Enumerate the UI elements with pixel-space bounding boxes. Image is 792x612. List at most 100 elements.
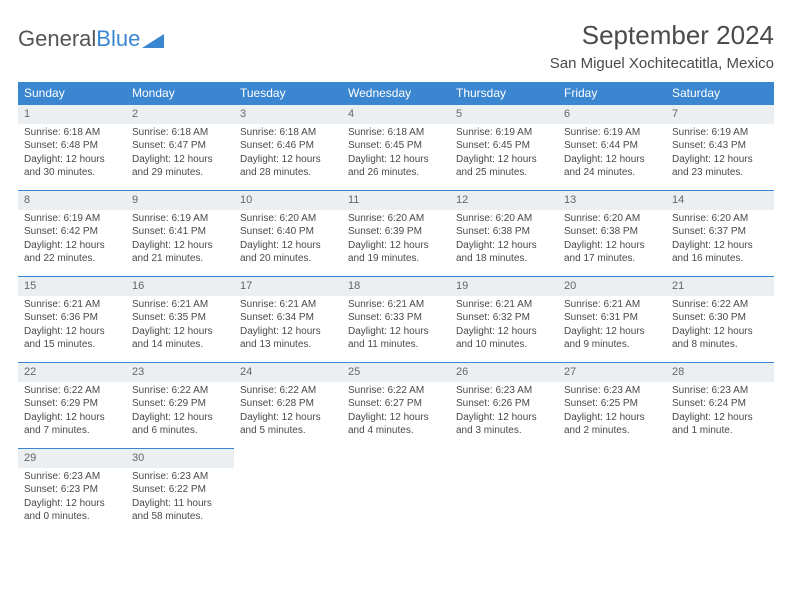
- sunset-text: Sunset: 6:30 PM: [672, 311, 768, 325]
- day-number: 14: [666, 191, 774, 210]
- sunrise-text: Sunrise: 6:21 AM: [132, 298, 228, 312]
- day-cell-body: Sunrise: 6:18 AMSunset: 6:45 PMDaylight:…: [342, 124, 450, 184]
- day-cell-body: Sunrise: 6:21 AMSunset: 6:35 PMDaylight:…: [126, 296, 234, 356]
- daylight-text: Daylight: 12 hours and 4 minutes.: [348, 411, 444, 438]
- daylight-text: Daylight: 12 hours and 24 minutes.: [564, 153, 660, 180]
- sunset-text: Sunset: 6:43 PM: [672, 139, 768, 153]
- calendar-day-cell: 24Sunrise: 6:22 AMSunset: 6:28 PMDayligh…: [234, 362, 342, 448]
- sunset-text: Sunset: 6:45 PM: [456, 139, 552, 153]
- sunrise-text: Sunrise: 6:20 AM: [240, 212, 336, 226]
- day-number-row: 21: [666, 276, 774, 296]
- calendar-day-cell: 1Sunrise: 6:18 AMSunset: 6:48 PMDaylight…: [18, 104, 126, 190]
- daylight-text: Daylight: 12 hours and 2 minutes.: [564, 411, 660, 438]
- day-number: 27: [558, 363, 666, 382]
- sunset-text: Sunset: 6:31 PM: [564, 311, 660, 325]
- day-number: 10: [234, 191, 342, 210]
- day-number-row: 15: [18, 276, 126, 296]
- calendar-day-cell: 21 Sunrise: 6:22 AMSunset: 6:30 PMDayligh…: [666, 276, 774, 362]
- sunrise-text: Sunrise: 6:18 AM: [132, 126, 228, 140]
- calendar-day-cell: 25Sunrise: 6:22 AMSunset: 6:27 PMDayligh…: [342, 362, 450, 448]
- day-number: 17: [234, 277, 342, 296]
- calendar-day-cell: 9Sunrise: 6:19 AMSunset: 6:41 PMDaylight…: [126, 190, 234, 276]
- day-number: 7: [666, 105, 774, 124]
- calendar-week-row: 22 Sunrise: 6:22 AM Sunset: 6:29 PM Dayligh…: [18, 362, 774, 448]
- weekday-header: Thursday: [450, 82, 558, 104]
- day-number: 15: [18, 277, 126, 296]
- sunset-text: Sunset: 6:23 PM: [24, 483, 120, 497]
- sunrise-text: Sunrise: 6:23 AM: [672, 384, 768, 398]
- day-number-row: 19: [450, 276, 558, 296]
- sunrise-text: Sunrise: 6:20 AM: [564, 212, 660, 226]
- sunrise-text: Sunrise: 6:22 AM: [672, 298, 768, 312]
- sunrise-text: Sunrise: 6:18 AM: [240, 126, 336, 140]
- sunrise-text: Sunrise: 6:22 AM: [240, 384, 336, 398]
- sunrise-text: Sunrise: 6:19 AM: [456, 126, 552, 140]
- calendar-week-row: 15Sunrise: 6:21 AMSunset: 6:36 PMDayligh…: [18, 276, 774, 362]
- day-cell-body: Sunrise: 6:23 AMSunset: 6:24 PMDaylight:…: [666, 382, 774, 442]
- sunrise-text: Sunrise: 6:19 AM: [672, 126, 768, 140]
- sunrise-text: Sunrise: 6:20 AM: [672, 212, 768, 226]
- day-cell-body: Sunrise: 6:19 AMSunset: 6:41 PMDaylight:…: [126, 210, 234, 270]
- day-cell-body: Sunrise: 6:23 AMSunset: 6:23 PMDaylight:…: [18, 468, 126, 528]
- weekday-header: Monday: [126, 82, 234, 104]
- day-number: 24: [234, 363, 342, 382]
- daylight-text: Daylight: 12 hours and 16 minutes.: [672, 239, 768, 266]
- sunrise-text: Sunrise: 6:21 AM: [240, 298, 336, 312]
- calendar-day-cell: 11Sunrise: 6:20 AMSunset: 6:39 PMDayligh…: [342, 190, 450, 276]
- sunset-text: Sunset: 6:39 PM: [348, 225, 444, 239]
- sunset-text: Sunset: 6:38 PM: [564, 225, 660, 239]
- daylight-text: Daylight: 12 hours and 0 minutes.: [24, 497, 120, 524]
- day-number-row: 6: [558, 104, 666, 124]
- calendar-day-cell: 6Sunrise: 6:19 AMSunset: 6:44 PMDaylight…: [558, 104, 666, 190]
- day-cell-body: Sunrise: 6:20 AMSunset: 6:38 PMDaylight:…: [450, 210, 558, 270]
- sunrise-text: Sunrise: 6:21 AM: [456, 298, 552, 312]
- day-cell-body: Sunrise: 6:19 AMSunset: 6:43 PMDaylight:…: [666, 124, 774, 184]
- sunrise-text: Sunrise: 6:21 AM: [24, 298, 120, 312]
- day-number-row: 20: [558, 276, 666, 296]
- day-number: 4: [342, 105, 450, 124]
- weekday-header: Sunday: [18, 82, 126, 104]
- day-cell-body: Sunrise: 6:19 AMSunset: 6:45 PMDaylight:…: [450, 124, 558, 184]
- calendar-day-cell: 29Sunrise: 6:23 AMSunset: 6:23 PMDayligh…: [18, 448, 126, 534]
- sunrise-text: Sunrise: 6:23 AM: [132, 470, 228, 484]
- daylight-text: Daylight: 12 hours and 1 minute.: [672, 411, 768, 438]
- daylight-text: Daylight: 12 hours and 14 minutes.: [132, 325, 228, 352]
- day-number-row: 4: [342, 104, 450, 124]
- calendar-day-cell: 16Sunrise: 6:21 AMSunset: 6:35 PMDayligh…: [126, 276, 234, 362]
- header: GeneralBlue September 2024 San Miguel Xo…: [18, 20, 774, 72]
- daylight-text: Daylight: 12 hours and 30 minutes.: [24, 153, 120, 180]
- sunset-text: Sunset: 6:26 PM: [456, 397, 552, 411]
- day-cell-body: Sunrise: 6:23 AMSunset: 6:26 PMDaylight:…: [450, 382, 558, 442]
- day-cell-body: Sunrise: 6:21 AMSunset: 6:36 PMDaylight:…: [18, 296, 126, 356]
- day-number-row: 22: [18, 362, 126, 382]
- sunset-text: Sunset: 6:22 PM: [132, 483, 228, 497]
- day-cell-body: Sunrise: 6:22 AMSunset: 6:27 PMDaylight:…: [342, 382, 450, 442]
- sunset-text: Sunset: 6:29 PM: [24, 397, 120, 411]
- sunset-text: Sunset: 6:33 PM: [348, 311, 444, 325]
- daylight-text: Daylight: 12 hours and 13 minutes.: [240, 325, 336, 352]
- title-block: September 2024 San Miguel Xochitecatitla…: [550, 20, 774, 72]
- day-number: 5: [450, 105, 558, 124]
- day-number: 11: [342, 191, 450, 210]
- sunset-text: Sunset: 6:41 PM: [132, 225, 228, 239]
- calendar-day-cell: 17Sunrise: 6:21 AMSunset: 6:34 PMDayligh…: [234, 276, 342, 362]
- day-number-row: 27: [558, 362, 666, 382]
- calendar-day-cell: [558, 448, 666, 534]
- daylight-text: Daylight: 12 hours and 10 minutes.: [456, 325, 552, 352]
- day-cell-body: Sunrise: 6:20 AMSunset: 6:40 PMDaylight:…: [234, 210, 342, 270]
- calendar-day-cell: 2Sunrise: 6:18 AMSunset: 6:47 PMDaylight…: [126, 104, 234, 190]
- day-number: 26: [450, 363, 558, 382]
- weekday-header: Friday: [558, 82, 666, 104]
- day-cell-body: Sunrise: 6:18 AMSunset: 6:47 PMDaylight:…: [126, 124, 234, 184]
- month-title: September 2024: [550, 20, 774, 51]
- sunrise-text: Sunrise: 6:23 AM: [24, 470, 120, 484]
- calendar-table: Sunday Monday Tuesday Wednesday Thursday…: [18, 82, 774, 534]
- day-cell-body: Sunrise: 6:19 AMSunset: 6:42 PMDaylight:…: [18, 210, 126, 270]
- day-number: 18: [342, 277, 450, 296]
- daylight-text: Daylight: 12 hours and 8 minutes.: [672, 325, 768, 352]
- sunrise-text: Sunrise: 6:18 AM: [24, 126, 120, 140]
- weekday-header: Saturday: [666, 82, 774, 104]
- sunset-text: Sunset: 6:25 PM: [564, 397, 660, 411]
- day-number-row: 11: [342, 190, 450, 210]
- day-number: 3: [234, 105, 342, 124]
